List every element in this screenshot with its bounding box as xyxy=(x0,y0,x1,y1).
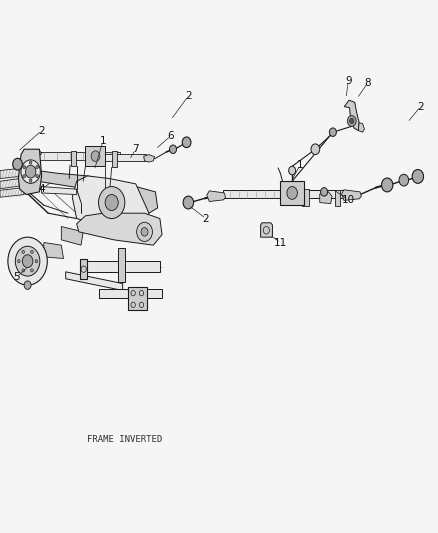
Bar xyxy=(81,261,160,272)
Text: 10: 10 xyxy=(342,195,355,205)
Circle shape xyxy=(25,165,36,178)
Circle shape xyxy=(347,116,356,126)
Circle shape xyxy=(22,255,33,268)
Circle shape xyxy=(321,188,328,196)
Text: 1: 1 xyxy=(99,136,106,146)
Circle shape xyxy=(22,251,25,254)
Polygon shape xyxy=(144,155,155,162)
Circle shape xyxy=(287,187,297,199)
Text: 9: 9 xyxy=(345,76,352,86)
Circle shape xyxy=(141,228,148,236)
Polygon shape xyxy=(61,227,83,245)
Text: 2: 2 xyxy=(202,214,209,223)
Polygon shape xyxy=(66,272,123,290)
Circle shape xyxy=(35,260,38,263)
Bar xyxy=(85,146,105,166)
Text: 2: 2 xyxy=(38,126,45,135)
Polygon shape xyxy=(22,150,42,159)
Text: 4: 4 xyxy=(38,184,45,194)
Circle shape xyxy=(105,195,118,211)
Circle shape xyxy=(412,169,424,183)
Circle shape xyxy=(23,165,25,168)
Circle shape xyxy=(8,237,47,285)
Circle shape xyxy=(13,158,22,170)
Circle shape xyxy=(289,166,296,175)
Circle shape xyxy=(91,151,100,161)
Circle shape xyxy=(36,165,39,168)
Polygon shape xyxy=(358,123,364,132)
Circle shape xyxy=(29,179,32,182)
Text: 2: 2 xyxy=(417,102,424,111)
Circle shape xyxy=(22,269,25,272)
Circle shape xyxy=(31,251,33,254)
Polygon shape xyxy=(42,187,77,195)
Circle shape xyxy=(29,161,32,164)
Bar xyxy=(112,151,117,167)
Bar xyxy=(37,152,120,160)
Text: 8: 8 xyxy=(364,78,371,87)
Circle shape xyxy=(18,260,20,263)
Polygon shape xyxy=(0,188,24,197)
Bar xyxy=(335,190,340,206)
Circle shape xyxy=(311,144,320,155)
Polygon shape xyxy=(37,171,158,213)
Circle shape xyxy=(36,175,39,178)
Bar xyxy=(71,151,76,166)
Polygon shape xyxy=(44,243,64,259)
Polygon shape xyxy=(72,176,149,232)
Text: 6: 6 xyxy=(167,131,174,141)
Bar xyxy=(304,190,345,198)
Bar xyxy=(223,190,322,198)
Circle shape xyxy=(182,137,191,148)
Circle shape xyxy=(137,222,152,241)
Text: 7: 7 xyxy=(132,144,139,154)
Text: 2: 2 xyxy=(185,91,192,101)
Polygon shape xyxy=(207,191,226,201)
Circle shape xyxy=(21,160,40,183)
Circle shape xyxy=(99,187,125,219)
Circle shape xyxy=(350,118,354,124)
Polygon shape xyxy=(342,190,361,200)
Polygon shape xyxy=(80,259,87,279)
Bar xyxy=(104,154,146,161)
Circle shape xyxy=(31,269,33,272)
Text: 1: 1 xyxy=(297,160,304,170)
Circle shape xyxy=(381,178,393,192)
Text: 5: 5 xyxy=(13,272,20,282)
Circle shape xyxy=(183,196,194,209)
Bar xyxy=(99,289,162,298)
Polygon shape xyxy=(0,168,24,179)
Polygon shape xyxy=(77,213,162,245)
Bar xyxy=(280,181,304,205)
Circle shape xyxy=(24,281,31,289)
Circle shape xyxy=(170,145,177,154)
Text: FRAME INVERTED: FRAME INVERTED xyxy=(87,435,162,444)
Circle shape xyxy=(15,246,40,276)
Polygon shape xyxy=(320,192,332,204)
Polygon shape xyxy=(261,223,272,237)
Bar xyxy=(302,189,309,206)
Polygon shape xyxy=(0,178,24,189)
Circle shape xyxy=(23,174,25,177)
Text: 11: 11 xyxy=(274,238,287,247)
Bar xyxy=(118,248,125,282)
Polygon shape xyxy=(18,149,42,195)
Polygon shape xyxy=(344,100,359,131)
Polygon shape xyxy=(128,287,147,310)
Circle shape xyxy=(329,128,336,136)
Circle shape xyxy=(399,174,409,186)
